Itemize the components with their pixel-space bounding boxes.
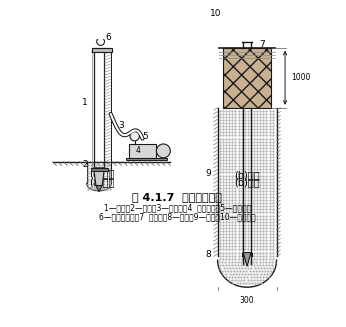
Text: 1—冲管；2—冲嘴；3—胶皮管；4  高压水泵；5—压力表；: 1—冲管；2—冲嘴；3—胶皮管；4 高压水泵；5—压力表；: [104, 203, 251, 212]
Text: 3: 3: [118, 121, 124, 130]
Bar: [128, 144, 156, 158]
Text: 6: 6: [106, 33, 111, 42]
Bar: [92, 48, 112, 52]
Polygon shape: [94, 168, 104, 185]
Bar: [223, 48, 271, 108]
Text: 5: 5: [143, 132, 148, 141]
Bar: [126, 158, 167, 160]
Circle shape: [130, 132, 139, 141]
Polygon shape: [96, 185, 102, 192]
Circle shape: [156, 144, 170, 158]
Text: 2: 2: [82, 160, 88, 169]
Polygon shape: [243, 252, 251, 267]
Text: 300: 300: [240, 296, 254, 305]
Text: 7: 7: [259, 40, 265, 49]
Text: (a)冲孔: (a)冲孔: [89, 177, 114, 187]
Text: (b)埋管: (b)埋管: [234, 177, 260, 187]
Text: 4: 4: [135, 146, 140, 155]
Text: 10: 10: [210, 9, 221, 18]
Text: 1: 1: [82, 98, 88, 107]
Text: (a)冲孔: (a)冲孔: [89, 168, 114, 178]
Text: 8: 8: [206, 250, 211, 259]
Text: 6—起重机吊钩；7  井点管；8—滤管；9—填砂；10—粘土封口: 6—起重机吊钩；7 井点管；8—滤管；9—填砂；10—粘土封口: [99, 213, 256, 222]
Polygon shape: [92, 48, 111, 52]
Text: 1000: 1000: [291, 73, 311, 82]
Text: (b)埋管: (b)埋管: [234, 170, 260, 181]
Text: 图 4.1.7  井点管的埋设: 图 4.1.7 井点管的埋设: [133, 192, 222, 202]
Bar: [91, 168, 108, 171]
Text: 9: 9: [206, 169, 211, 178]
